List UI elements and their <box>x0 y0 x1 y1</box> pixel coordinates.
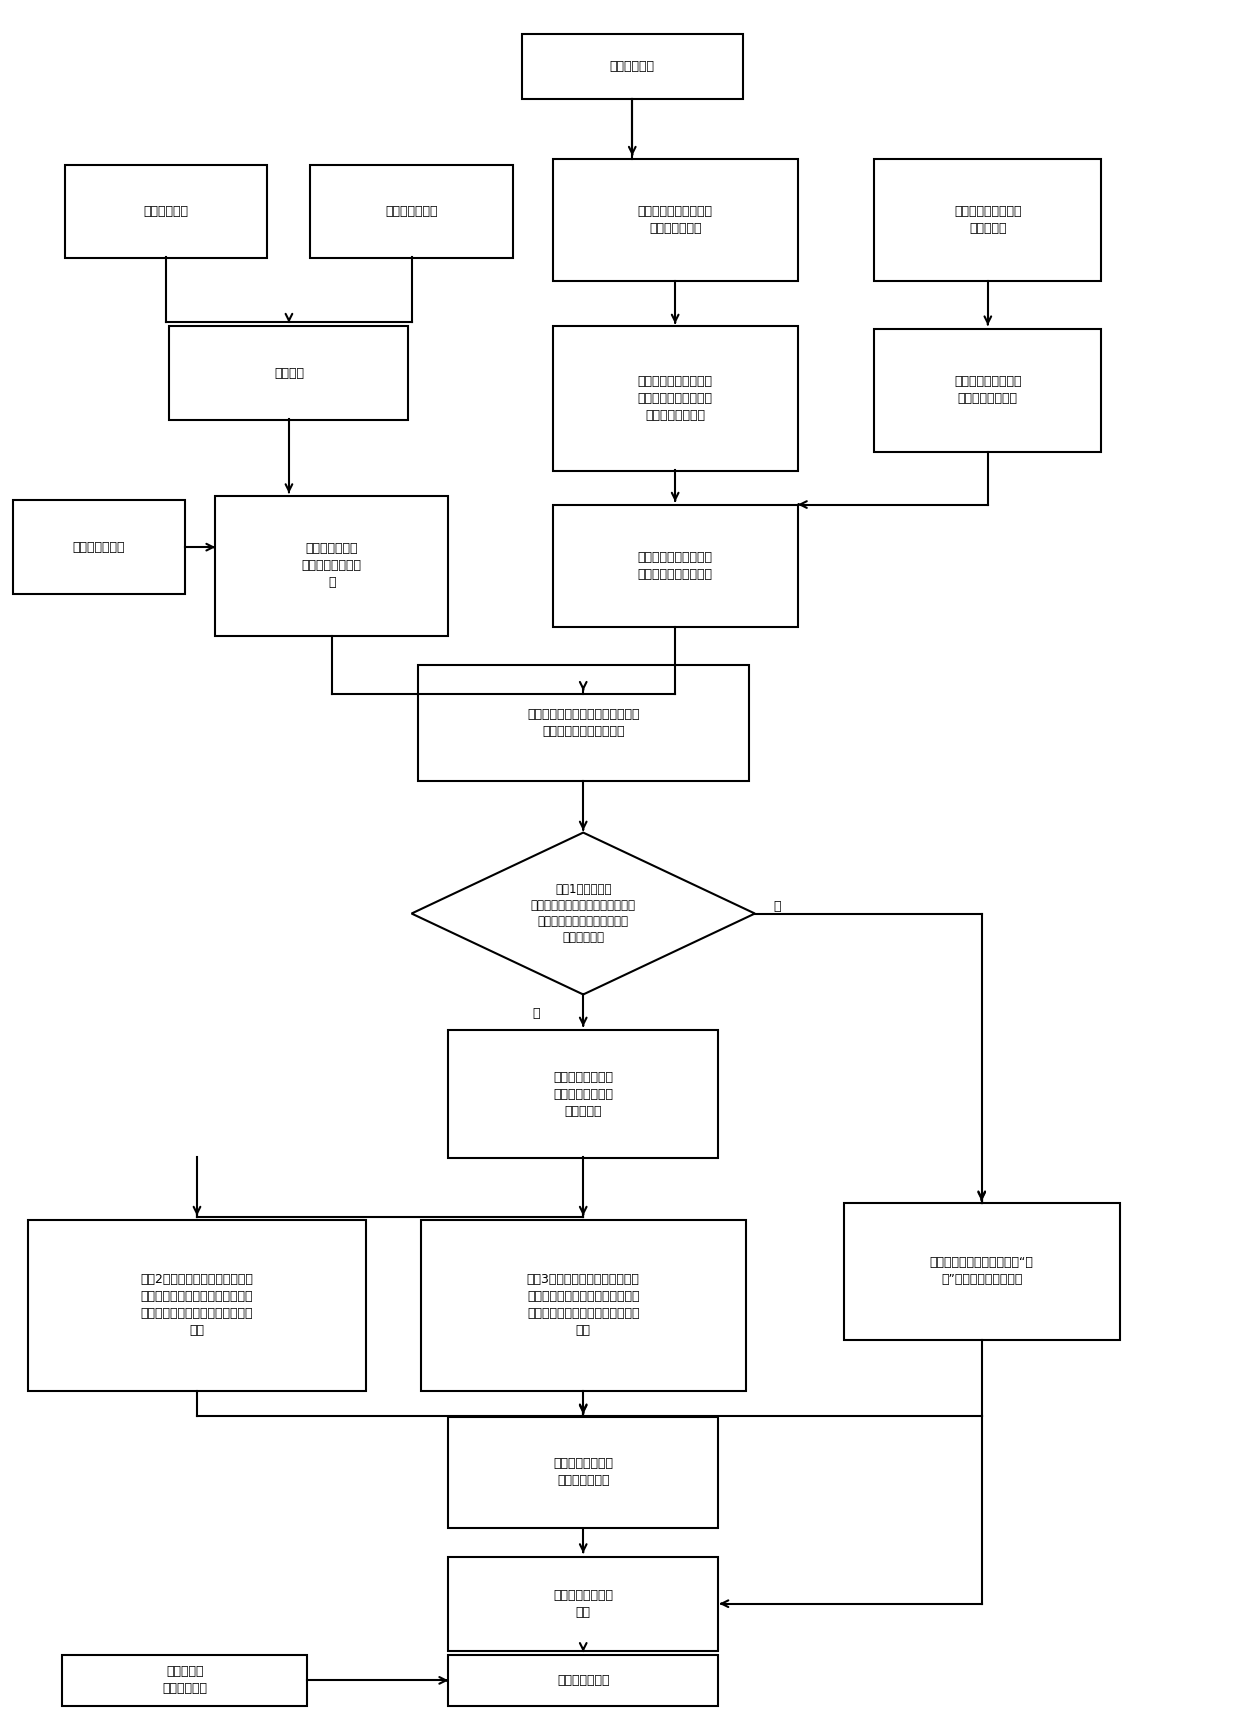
Text: 取两种典型情况乘
潮水位的较大值: 取两种典型情况乘 潮水位的较大值 <box>553 1457 614 1488</box>
FancyBboxPatch shape <box>874 330 1101 452</box>
FancyBboxPatch shape <box>553 505 797 627</box>
Text: 设计船型、船速: 设计船型、船速 <box>73 541 125 553</box>
Text: 潮流对设计船型通航
的限制条件: 潮流对设计船型通航 的限制条件 <box>954 204 1022 235</box>
Text: 构造考虑潮流、潮汐双
因素的乘潮典型潮曲线: 构造考虑潮流、潮汐双 因素的乘潮典型潮曲线 <box>637 551 713 581</box>
FancyBboxPatch shape <box>29 1220 366 1390</box>
FancyBboxPatch shape <box>449 1031 718 1158</box>
Text: 否: 否 <box>533 1007 541 1020</box>
FancyBboxPatch shape <box>553 326 797 471</box>
Text: 航道水深分布: 航道水深分布 <box>144 204 188 218</box>
FancyBboxPatch shape <box>449 1417 718 1527</box>
Text: 通航时间尺（通航过程）与典型潮
曲线（潮位利用）的匹配: 通航时间尺（通航过程）与典型潮 曲线（潮位利用）的匹配 <box>527 708 640 737</box>
Text: 潮流限制时段相对于
高潮位出现的时间: 潮流限制时段相对于 高潮位出现的时间 <box>954 375 1022 405</box>
FancyBboxPatch shape <box>553 158 797 282</box>
FancyBboxPatch shape <box>449 1654 718 1706</box>
FancyBboxPatch shape <box>216 497 449 636</box>
Text: 结合潮流限制时段
进行临界状态的通
航过程分析: 结合潮流限制时段 进行临界状态的通 航过程分析 <box>553 1070 614 1118</box>
Text: 是: 是 <box>774 900 781 914</box>
Text: 潮位资料收集: 潮位资料收集 <box>610 60 655 74</box>
Text: 航道分段: 航道分段 <box>274 368 304 380</box>
FancyBboxPatch shape <box>66 165 268 258</box>
Text: 情况3：落潮期间，船舶在潮流限
制时段初始驶出潮流限制航段，通
航时间尺与典型潮匹配对应的乘潮
水位: 情况3：落潮期间，船舶在潮流限 制时段初始驶出潮流限制航段，通 航时间尺与典型潮… <box>527 1273 640 1338</box>
FancyBboxPatch shape <box>449 1557 718 1651</box>
Text: 不同乘潮历时对应的乘
潮累积频率曲线: 不同乘潮历时对应的乘 潮累积频率曲线 <box>637 204 713 235</box>
FancyBboxPatch shape <box>843 1203 1120 1340</box>
Text: 情况2：涨潮期间，船舶在潮流限
制时段末尾驶入潮流限制航段，通
航时间尺与典型潮匹配对应的乘潮
水位: 情况2：涨潮期间，船舶在潮流限 制时段末尾驶入潮流限制航段，通 航时间尺与典型潮… <box>140 1273 253 1338</box>
FancyBboxPatch shape <box>522 34 743 100</box>
FancyBboxPatch shape <box>310 165 512 258</box>
Text: 概化乘潮通航过
程，建立通航时间
尺: 概化乘潮通航过 程，建立通航时间 尺 <box>301 543 362 589</box>
Polygon shape <box>412 833 755 995</box>
Text: 在构造的典型潮上按常规的“平
行”截取法得到乘潮水位: 在构造的典型潮上按常规的“平 行”截取法得到乘潮水位 <box>930 1256 1034 1287</box>
Text: 航道设计底标高: 航道设计底标高 <box>557 1673 610 1687</box>
Text: 考虑潮汐单因素情况下
设计要求乘潮累积频率
对应的典型潮曲线: 考虑潮汐单因素情况下 设计要求乘潮累积频率 对应的典型潮曲线 <box>637 376 713 423</box>
FancyBboxPatch shape <box>62 1654 308 1706</box>
FancyBboxPatch shape <box>170 326 408 421</box>
FancyBboxPatch shape <box>418 665 749 780</box>
Text: 设计船型的
设计通航水深: 设计船型的 设计通航水深 <box>162 1665 207 1696</box>
FancyBboxPatch shape <box>420 1220 745 1390</box>
FancyBboxPatch shape <box>14 500 185 594</box>
FancyBboxPatch shape <box>874 158 1101 282</box>
Text: 情况1：仅考虑潮
位利用最优的通航过程，船舶通过
潮流限制区域的时间是否避开
潮流限制时段: 情况1：仅考虑潮 位利用最优的通航过程，船舶通过 潮流限制区域的时间是否避开 潮… <box>531 883 636 943</box>
Text: 乘潮水位计算设计
取值: 乘潮水位计算设计 取值 <box>553 1589 614 1618</box>
Text: 潮流限制段位置: 潮流限制段位置 <box>386 204 438 218</box>
